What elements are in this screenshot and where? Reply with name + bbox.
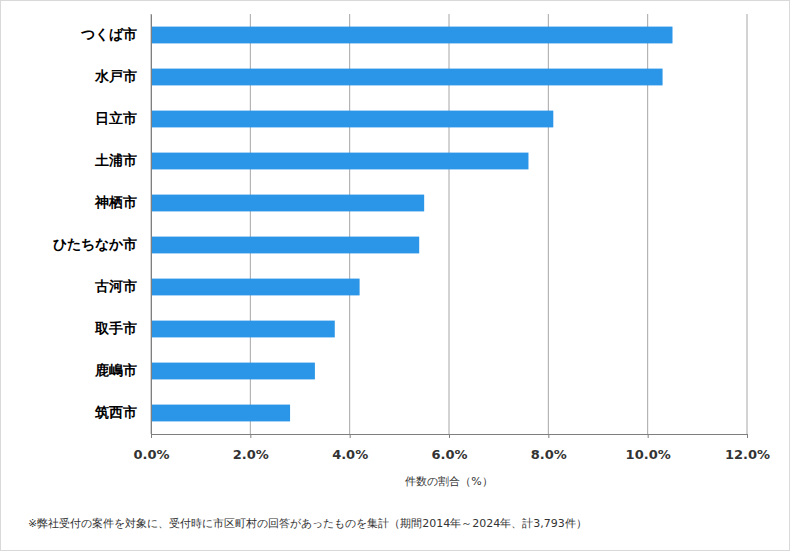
y-tick: 神栖市 [94,194,151,210]
y-tick-label: 土浦市 [94,152,137,168]
y-tick-label: ひたちなか市 [53,236,137,252]
x-tick-mark [548,434,549,438]
chart: 0.0% 2.0% 4.0% 6.0% 8.0% 10.0% 12.0% つくば市水戸市日立市… [0,0,790,551]
bar [151,27,673,44]
y-tick-label: 鹿嶋市 [94,362,137,378]
grid-line [151,14,152,434]
chart-border [1,1,790,551]
x-tick: 0.0% [133,434,169,462]
y-tick-label: つくば市 [80,26,137,42]
y-tick-label: 日立市 [95,110,137,126]
x-tick: 12.0% [725,434,770,462]
x-axis-title: 件数の割合（%） [405,475,492,488]
y-tick: 取手市 [94,320,151,336]
y-tick: 日立市 [95,110,151,126]
y-tick-label: 筑西市 [94,404,137,420]
bar [151,279,360,296]
y-tick: 土浦市 [94,152,151,168]
x-tick: 4.0% [332,434,368,462]
grid [151,14,747,434]
grid-line [747,14,748,434]
y-tick: 筑西市 [94,404,151,420]
x-tick: 8.0% [531,434,567,462]
y-tick: 古河市 [94,278,151,294]
bar [151,321,335,338]
bar [151,405,290,422]
x-tick-label: 0.0% [133,447,169,462]
bar [151,195,424,212]
y-tick-label: 神栖市 [94,194,137,210]
bar [151,111,553,128]
x-tick-mark [250,434,251,438]
y-axis-line [151,15,152,435]
y-tick: 鹿嶋市 [94,362,151,378]
y-tick: つくば市 [80,26,151,42]
bar [151,363,315,380]
x-tick-mark [648,434,649,438]
footnote: ※弊社受付の案件を対象に、受付時に市区町村の回答があったものを集計（期間2014… [28,517,587,530]
x-tick-label: 2.0% [233,447,269,462]
x-tick: 2.0% [233,434,269,462]
y-axis: つくば市水戸市日立市土浦市神栖市ひたちなか市古河市取手市鹿嶋市筑西市 [53,15,152,435]
x-tick: 10.0% [626,434,671,462]
x-tick: 6.0% [431,434,467,462]
x-tick-label: 6.0% [431,447,467,462]
x-axis-line [152,435,748,439]
x-tick-mark [449,434,450,438]
y-tick-label: 水戸市 [94,68,137,84]
y-tick: 水戸市 [94,68,151,84]
y-tick-label: 取手市 [94,320,137,336]
bars [151,27,673,422]
x-axis: 0.0% 2.0% 4.0% 6.0% 8.0% 10.0% 12.0% [133,434,770,462]
x-tick-label: 8.0% [531,447,567,462]
bar [151,237,419,254]
x-tick-label: 4.0% [332,447,368,462]
x-tick-mark [350,434,351,438]
bar [151,69,663,86]
bar [151,153,528,170]
x-tick-mark [151,434,152,438]
y-tick: ひたちなか市 [53,236,151,252]
y-tick-label: 古河市 [94,278,137,294]
x-tick-mark [747,434,748,438]
x-tick-label: 10.0% [626,447,671,462]
x-tick-label: 12.0% [725,447,770,462]
